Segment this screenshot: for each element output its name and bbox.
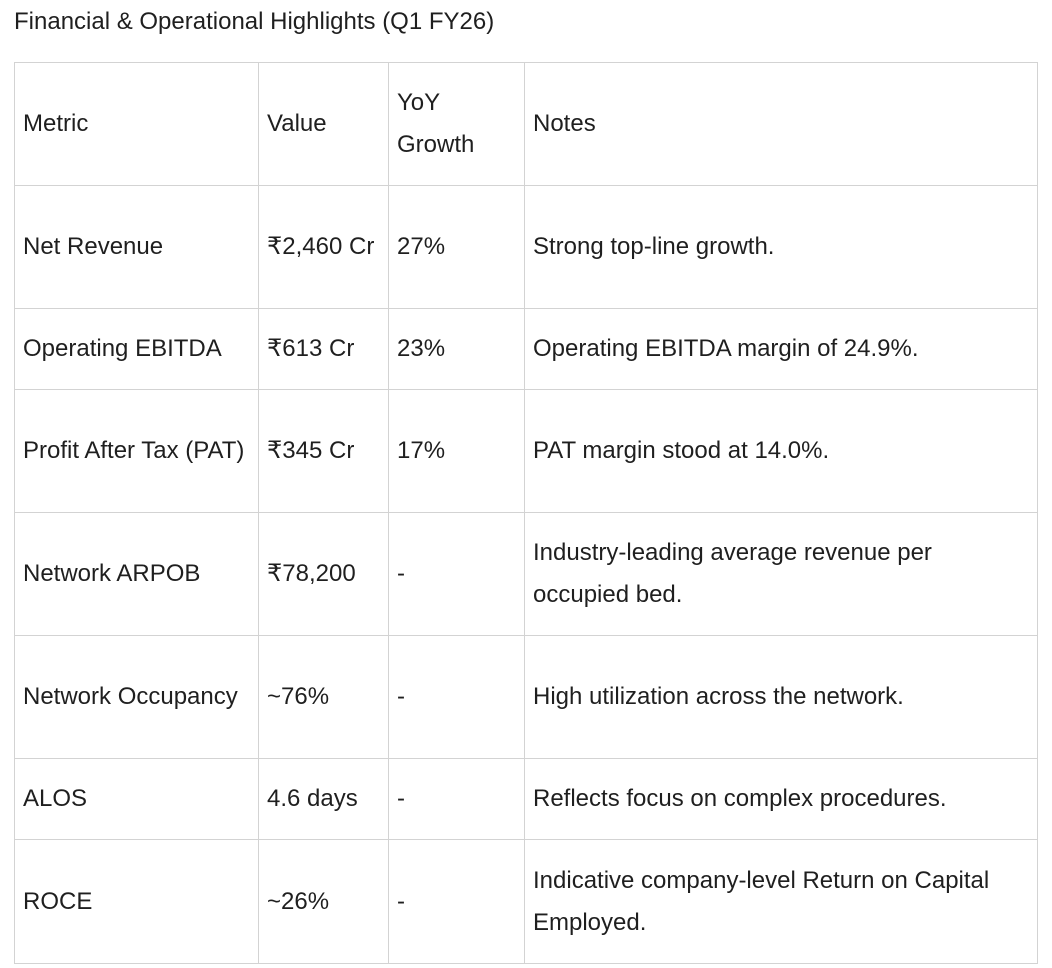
notes-cell: PAT margin stood at 14.0%. xyxy=(524,389,1038,513)
yoy-cell: 27% xyxy=(388,185,525,309)
metric-cell: ROCE xyxy=(14,839,259,964)
yoy-cell: 17% xyxy=(388,389,525,513)
notes-cell: Reflects focus on complex procedures. xyxy=(524,758,1038,840)
metric-cell: Operating EBITDA xyxy=(14,308,259,390)
header-value: Value xyxy=(258,62,389,186)
value-cell: ₹345 Cr xyxy=(258,389,389,513)
metric-cell: Network Occupancy xyxy=(14,635,259,759)
header-metric: Metric xyxy=(14,62,259,186)
metric-cell: Network ARPOB xyxy=(14,512,259,636)
value-cell: ~76% xyxy=(258,635,389,759)
yoy-cell: - xyxy=(388,758,525,840)
yoy-cell: - xyxy=(388,839,525,964)
table-row: Profit After Tax (PAT) ₹345 Cr 17% PAT m… xyxy=(14,389,1038,513)
table-row: Operating EBITDA ₹613 Cr 23% Operating E… xyxy=(14,308,1038,390)
notes-cell: Industry-leading average revenue per occ… xyxy=(524,512,1038,636)
yoy-cell: - xyxy=(388,635,525,759)
highlights-table: Metric Value YoY Growth Notes Net Revenu… xyxy=(14,62,1038,964)
page-title: Financial & Operational Highlights (Q1 F… xyxy=(14,8,495,35)
notes-cell: Indicative company-level Return on Capit… xyxy=(524,839,1038,964)
table-row: ALOS 4.6 days - Reflects focus on comple… xyxy=(14,758,1038,840)
header-yoy-growth: YoY Growth xyxy=(388,62,525,186)
notes-cell: Operating EBITDA margin of 24.9%. xyxy=(524,308,1038,390)
notes-cell: High utilization across the network. xyxy=(524,635,1038,759)
table-header-row: Metric Value YoY Growth Notes xyxy=(14,62,1038,186)
value-cell: ₹78,200 xyxy=(258,512,389,636)
metric-cell: Net Revenue xyxy=(14,185,259,309)
value-cell: ~26% xyxy=(258,839,389,964)
table-row: Network Occupancy ~76% - High utilizatio… xyxy=(14,635,1038,759)
table-row: ROCE ~26% - Indicative company-level Ret… xyxy=(14,839,1038,964)
metric-cell: Profit After Tax (PAT) xyxy=(14,389,259,513)
table-row: Network ARPOB ₹78,200 - Industry-leading… xyxy=(14,512,1038,636)
value-cell: 4.6 days xyxy=(258,758,389,840)
yoy-cell: - xyxy=(388,512,525,636)
yoy-cell: 23% xyxy=(388,308,525,390)
value-cell: ₹2,460 Cr xyxy=(258,185,389,309)
metric-cell: ALOS xyxy=(14,758,259,840)
table-row: Net Revenue ₹2,460 Cr 27% Strong top-lin… xyxy=(14,185,1038,309)
notes-cell: Strong top-line growth. xyxy=(524,185,1038,309)
header-notes: Notes xyxy=(524,62,1038,186)
value-cell: ₹613 Cr xyxy=(258,308,389,390)
